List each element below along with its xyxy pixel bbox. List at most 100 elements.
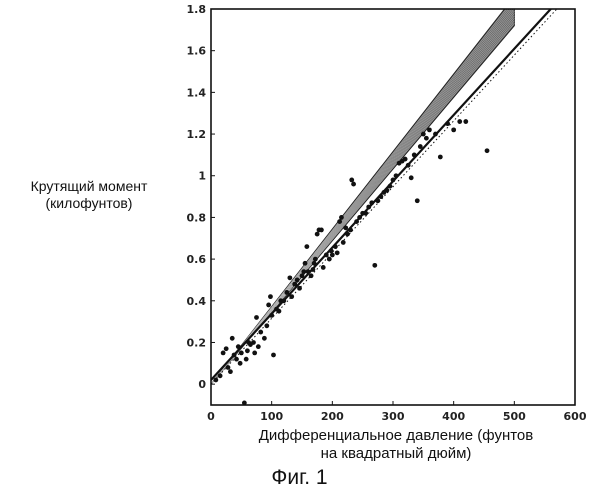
data-point bbox=[330, 253, 335, 258]
data-point bbox=[343, 225, 348, 230]
data-point bbox=[321, 265, 326, 270]
data-point bbox=[252, 350, 257, 355]
x-axis-label-line2: на квадратный дюйм) bbox=[226, 445, 566, 463]
data-point bbox=[349, 178, 354, 183]
data-point bbox=[236, 344, 241, 349]
x-axis-label-line1: Дифференциальное давление (фунтов bbox=[226, 427, 566, 445]
data-point bbox=[463, 119, 468, 124]
data-point bbox=[258, 330, 263, 335]
data-point bbox=[348, 228, 353, 233]
data-point bbox=[312, 261, 317, 266]
data-point bbox=[445, 121, 450, 126]
data-point bbox=[333, 244, 338, 249]
figure-caption: Фиг. 1 bbox=[0, 466, 599, 490]
data-point bbox=[238, 361, 243, 366]
y-tick-label: 1.2 bbox=[187, 128, 207, 141]
data-point bbox=[251, 340, 256, 345]
data-point bbox=[218, 373, 223, 378]
data-point bbox=[230, 336, 235, 341]
data-point bbox=[277, 309, 282, 314]
data-point bbox=[363, 211, 368, 216]
data-point bbox=[224, 346, 229, 351]
y-tick-label: 1.8 bbox=[187, 3, 207, 16]
y-axis-label-line1: Крутящий момент bbox=[4, 178, 174, 195]
x-axis-label: Дифференциальное давление (фунтов на ква… bbox=[226, 427, 566, 463]
x-tick-label: 200 bbox=[321, 410, 344, 423]
data-point bbox=[378, 194, 383, 199]
data-point bbox=[315, 232, 320, 237]
x-tick-label: 500 bbox=[503, 410, 526, 423]
x-tick-label: 100 bbox=[260, 410, 283, 423]
data-point bbox=[418, 144, 423, 149]
data-point bbox=[303, 261, 308, 266]
data-point bbox=[284, 290, 289, 295]
data-point bbox=[406, 163, 411, 168]
data-point bbox=[228, 369, 233, 374]
data-point bbox=[385, 188, 390, 193]
plot-area bbox=[211, 0, 557, 405]
data-point bbox=[357, 215, 362, 220]
data-point bbox=[369, 200, 374, 205]
data-point bbox=[394, 173, 399, 178]
data-point bbox=[244, 357, 249, 362]
data-point bbox=[268, 294, 273, 299]
data-point bbox=[239, 350, 244, 355]
data-point bbox=[271, 353, 276, 358]
x-tick-label: 300 bbox=[382, 410, 405, 423]
data-point bbox=[254, 315, 259, 320]
y-axis-label-line2: (килофунтов) bbox=[4, 195, 174, 212]
data-point bbox=[339, 215, 344, 220]
data-point bbox=[311, 267, 316, 272]
data-point bbox=[335, 250, 340, 255]
data-point bbox=[457, 119, 462, 124]
data-point bbox=[313, 257, 318, 262]
data-point bbox=[403, 157, 408, 162]
data-point bbox=[337, 219, 342, 224]
data-point bbox=[287, 275, 292, 280]
data-point bbox=[412, 152, 417, 157]
y-tick-label: 0 bbox=[198, 378, 206, 391]
data-point bbox=[409, 175, 414, 180]
data-point bbox=[415, 198, 420, 203]
y-tick-label: 1 bbox=[198, 170, 206, 183]
data-point bbox=[424, 136, 429, 141]
data-point bbox=[345, 232, 350, 237]
data-point bbox=[266, 303, 271, 308]
y-tick-label: 0.6 bbox=[187, 253, 207, 266]
data-point bbox=[354, 219, 359, 224]
data-point bbox=[427, 127, 432, 132]
data-point bbox=[281, 298, 286, 303]
data-point bbox=[213, 378, 218, 383]
y-tick-label: 0.2 bbox=[187, 336, 207, 349]
data-point bbox=[391, 178, 396, 183]
data-point bbox=[324, 253, 329, 258]
data-point bbox=[451, 127, 456, 132]
data-point bbox=[375, 198, 380, 203]
data-point bbox=[232, 353, 237, 358]
data-point bbox=[292, 282, 297, 287]
y-axis-label: Крутящий момент (килофунтов) bbox=[4, 178, 174, 212]
data-point bbox=[264, 323, 269, 328]
data-point bbox=[319, 228, 324, 233]
plot-frame bbox=[211, 9, 575, 405]
data-point bbox=[245, 348, 250, 353]
data-point bbox=[306, 269, 311, 274]
data-point bbox=[421, 132, 426, 137]
data-point bbox=[300, 273, 305, 278]
x-tick-label: 600 bbox=[564, 410, 587, 423]
data-point bbox=[234, 357, 239, 362]
x-tick-label: 400 bbox=[442, 410, 465, 423]
data-point bbox=[438, 155, 443, 160]
data-point bbox=[262, 336, 267, 341]
data-point bbox=[433, 132, 438, 137]
data-point bbox=[269, 313, 274, 318]
data-point bbox=[226, 365, 231, 370]
data-point bbox=[297, 286, 302, 291]
data-point bbox=[485, 148, 490, 153]
data-point bbox=[329, 248, 334, 253]
data-point bbox=[372, 263, 377, 268]
y-tick-label: 1.4 bbox=[187, 86, 207, 99]
data-point bbox=[301, 269, 306, 274]
data-point bbox=[341, 240, 346, 245]
